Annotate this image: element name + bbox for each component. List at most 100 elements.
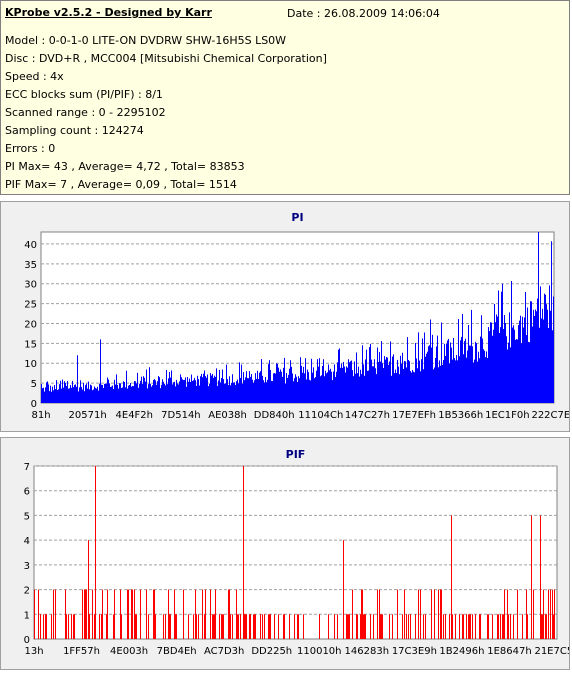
data-bar — [45, 387, 46, 403]
data-bar — [217, 385, 218, 403]
data-bar — [125, 387, 126, 403]
data-bar — [264, 614, 265, 639]
data-bar — [552, 330, 553, 403]
data-bar — [152, 385, 153, 403]
data-bar — [137, 372, 138, 403]
y-tick-label: 20 — [24, 319, 37, 330]
data-bar — [183, 589, 184, 639]
data-bar — [543, 589, 544, 639]
data-bar — [497, 614, 498, 639]
data-bar — [234, 382, 235, 403]
data-bar — [232, 614, 233, 639]
data-bar — [506, 336, 507, 403]
data-bar — [109, 383, 110, 403]
data-bar — [274, 614, 275, 639]
data-bar — [364, 614, 365, 639]
data-bar — [59, 384, 60, 403]
data-bar — [269, 360, 270, 403]
data-bar — [83, 382, 84, 403]
data-bar — [264, 382, 265, 403]
data-bar — [208, 386, 209, 403]
data-bar — [449, 363, 450, 403]
data-bar — [507, 589, 508, 639]
data-bar — [274, 373, 275, 403]
data-bar — [60, 380, 61, 403]
data-bar — [221, 377, 222, 403]
data-bar — [406, 614, 407, 639]
data-bar — [53, 390, 54, 403]
data-bar — [150, 383, 151, 403]
data-bar — [443, 614, 444, 639]
data-bar — [446, 343, 447, 403]
data-bar — [438, 367, 439, 403]
data-bar — [388, 364, 389, 403]
data-bar — [259, 372, 260, 403]
data-bar — [155, 614, 156, 639]
data-bar — [94, 386, 95, 403]
data-bar — [508, 342, 509, 403]
data-bar — [442, 364, 443, 403]
data-bar — [66, 614, 67, 639]
data-bar — [414, 372, 415, 403]
data-bar — [467, 350, 468, 403]
data-bar — [444, 343, 445, 403]
data-bar — [450, 342, 451, 403]
data-bar — [218, 380, 219, 403]
data-bar — [206, 377, 207, 403]
x-tick-label: 7D514h — [161, 410, 201, 421]
data-bar — [213, 614, 214, 639]
x-tick-label: AC7D3h — [204, 646, 244, 657]
data-bar — [223, 614, 224, 639]
data-bar — [168, 378, 169, 403]
data-bar — [465, 338, 466, 403]
data-bar — [536, 311, 537, 403]
data-bar — [481, 315, 482, 403]
data-bar — [375, 368, 376, 403]
data-bar — [401, 363, 402, 403]
data-bar — [84, 589, 85, 639]
x-tick-label: 17E7EFh — [392, 410, 436, 421]
data-bar — [145, 381, 146, 403]
data-bar — [277, 363, 278, 403]
data-bar — [162, 379, 163, 403]
data-bar — [43, 387, 44, 403]
data-bar — [224, 383, 225, 403]
data-bar — [488, 327, 489, 403]
y-tick-label: 25 — [24, 300, 37, 311]
data-bar — [106, 383, 107, 403]
data-bar — [245, 614, 246, 639]
data-bar — [302, 372, 303, 403]
data-bar — [136, 614, 137, 639]
data-bar — [163, 614, 164, 639]
data-bar — [289, 614, 290, 639]
data-bar — [462, 313, 463, 403]
data-bar — [475, 341, 476, 403]
data-bar — [360, 369, 361, 403]
data-bar — [428, 346, 429, 403]
data-bar — [485, 357, 486, 403]
data-bar — [240, 614, 241, 639]
data-bar — [420, 589, 421, 639]
data-bar — [87, 388, 88, 403]
data-bar — [324, 376, 325, 403]
data-bar — [268, 614, 269, 639]
data-bar — [354, 361, 355, 403]
data-bar — [155, 380, 156, 403]
data-bar — [195, 589, 196, 639]
data-bar — [71, 387, 72, 403]
data-bar — [174, 381, 175, 403]
data-bar — [212, 614, 213, 639]
data-bar — [305, 358, 306, 403]
data-bar — [333, 371, 334, 403]
data-bar — [216, 368, 217, 403]
data-bar — [287, 377, 288, 403]
data-bar — [373, 366, 374, 403]
data-bar — [101, 614, 102, 639]
data-bar — [539, 327, 540, 403]
x-tick-label: 7BD4Eh — [157, 646, 197, 657]
data-bar — [257, 370, 258, 403]
data-bar — [99, 614, 100, 639]
data-bar — [281, 371, 282, 403]
x-tick-label: 21E7C5h — [534, 646, 569, 657]
y-tick-label: 6 — [24, 487, 30, 498]
